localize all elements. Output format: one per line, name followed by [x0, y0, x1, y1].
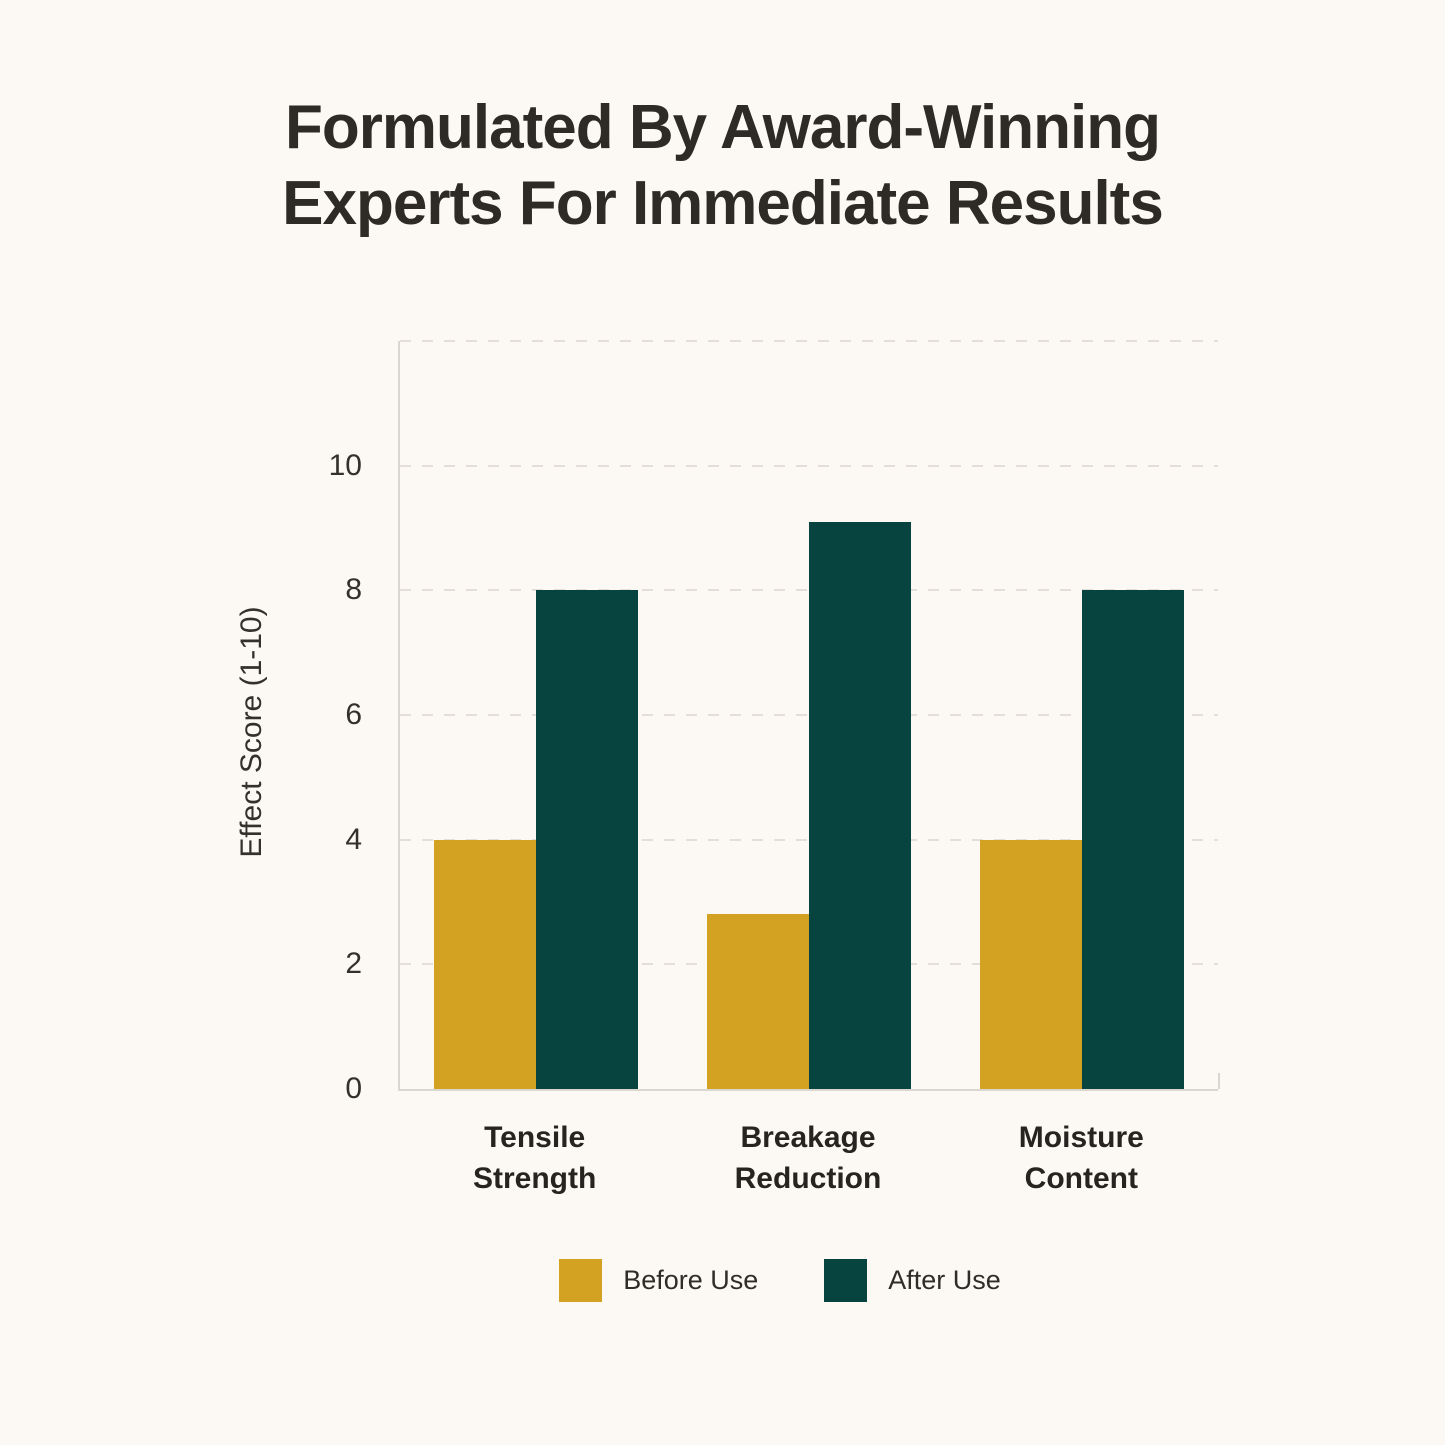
bar-before-use-tensile-strength: [434, 839, 537, 1089]
x-axis-right-tick: [1218, 1073, 1220, 1089]
bar-before-use-moisture-content: [979, 839, 1082, 1089]
x-label-breakage-reduction: Breakage Reduction: [734, 1121, 882, 1195]
bar-after-use-moisture-content: [1081, 590, 1184, 1089]
bar-group-tensile-strength: [400, 341, 673, 1089]
legend-label-after-use: After Use: [888, 1265, 1001, 1295]
x-label-moisture-content: Moisture Content: [1018, 1121, 1144, 1195]
plot-area: 0 2 4 6 8 10: [329, 340, 1220, 1105]
x-label-cell-breakage-reduction: Breakage Reduction: [671, 1117, 944, 1199]
bar-after-use-breakage-reduction: [809, 521, 911, 1089]
legend-swatch-after-use: [824, 1259, 868, 1302]
page-title-line-2: Experts For Immediate Results: [282, 169, 1164, 238]
bar-layer: [400, 341, 1218, 1089]
x-label-cell-moisture-content: Moisture Content: [945, 1117, 1218, 1199]
legend-item-before-use: Before Use: [559, 1259, 758, 1302]
y-tick-label-0: 0: [345, 1072, 362, 1105]
y-tick-label-4: 4: [345, 822, 362, 856]
legend: Before Use After Use: [370, 1259, 1190, 1302]
y-tick-label-10: 10: [328, 448, 362, 482]
bar-before-use-breakage-reduction: [707, 914, 809, 1089]
page-title: Formulated By Award-Winning Experts For …: [0, 90, 1445, 242]
bar-group-moisture-content: [945, 341, 1218, 1089]
x-axis-labels: Tensile Strength Breakage Reduction Moistu…: [398, 1117, 1218, 1199]
legend-label-before-use: Before Use: [623, 1265, 759, 1295]
x-label-cell-tensile-strength: Tensile Strength: [398, 1117, 671, 1199]
legend-item-after-use: After Use: [824, 1259, 1001, 1302]
y-tick-label-8: 8: [345, 573, 362, 607]
bar-group-breakage-reduction: [673, 341, 946, 1089]
y-axis-title: Effect Score (1-10): [235, 606, 268, 858]
legend-swatch-before-use: [559, 1259, 603, 1302]
gridline-y-10: [400, 464, 1218, 467]
y-tick-label-6: 6: [345, 698, 362, 731]
bar-after-use-tensile-strength: [536, 590, 639, 1089]
y-tick-label-2: 2: [345, 947, 362, 981]
gridline-y-12: [400, 340, 1218, 342]
page-title-line-1: Formulated By Award-Winning: [285, 93, 1161, 162]
x-label-tensile-strength: Tensile Strength: [472, 1121, 597, 1195]
